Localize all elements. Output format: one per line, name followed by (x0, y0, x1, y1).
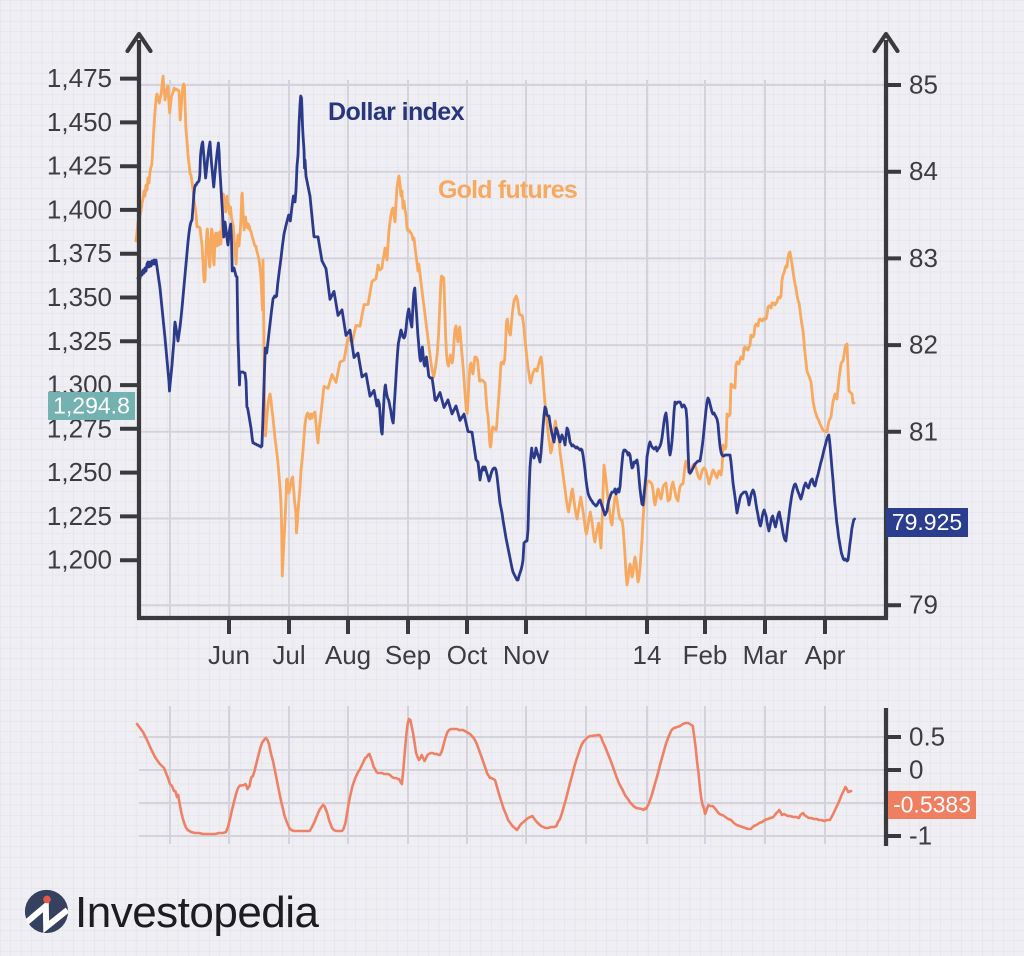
svg-text:Feb: Feb (683, 640, 728, 670)
svg-text:1,475: 1,475 (47, 63, 112, 93)
svg-text:83: 83 (909, 243, 938, 273)
svg-text:1,250: 1,250 (47, 457, 112, 487)
svg-text:Investopedia: Investopedia (75, 888, 320, 937)
svg-text:-0.5383: -0.5383 (893, 792, 971, 818)
svg-text:0: 0 (909, 755, 923, 785)
svg-text:79.925: 79.925 (892, 509, 962, 535)
svg-text:1,350: 1,350 (47, 282, 112, 312)
svg-text:1,325: 1,325 (47, 326, 112, 356)
svg-text:Sep: Sep (385, 640, 431, 670)
svg-text:1,400: 1,400 (47, 194, 112, 224)
svg-text:Dollar index: Dollar index (328, 98, 465, 126)
svg-text:Gold futures: Gold futures (438, 176, 577, 204)
svg-text:84: 84 (909, 156, 938, 186)
svg-text:Jul: Jul (272, 640, 305, 670)
svg-text:Mar: Mar (743, 640, 788, 670)
svg-text:1,225: 1,225 (47, 501, 112, 531)
svg-text:81: 81 (909, 416, 938, 446)
svg-text:1,200: 1,200 (47, 545, 112, 575)
svg-text:1,425: 1,425 (47, 151, 112, 181)
svg-text:1,450: 1,450 (47, 107, 112, 137)
svg-text:1,294.8: 1,294.8 (53, 393, 130, 419)
svg-text:1,375: 1,375 (47, 238, 112, 268)
svg-text:82: 82 (909, 330, 938, 360)
svg-text:Nov: Nov (503, 640, 549, 670)
svg-text:-1: -1 (909, 821, 932, 851)
svg-text:85: 85 (909, 70, 938, 100)
svg-text:Apr: Apr (805, 640, 846, 670)
svg-text:Oct: Oct (447, 640, 488, 670)
svg-text:79: 79 (909, 590, 938, 620)
svg-text:Jun: Jun (208, 640, 250, 670)
svg-text:0.5: 0.5 (909, 722, 945, 752)
svg-text:14: 14 (633, 640, 662, 670)
svg-text:Aug: Aug (325, 640, 371, 670)
